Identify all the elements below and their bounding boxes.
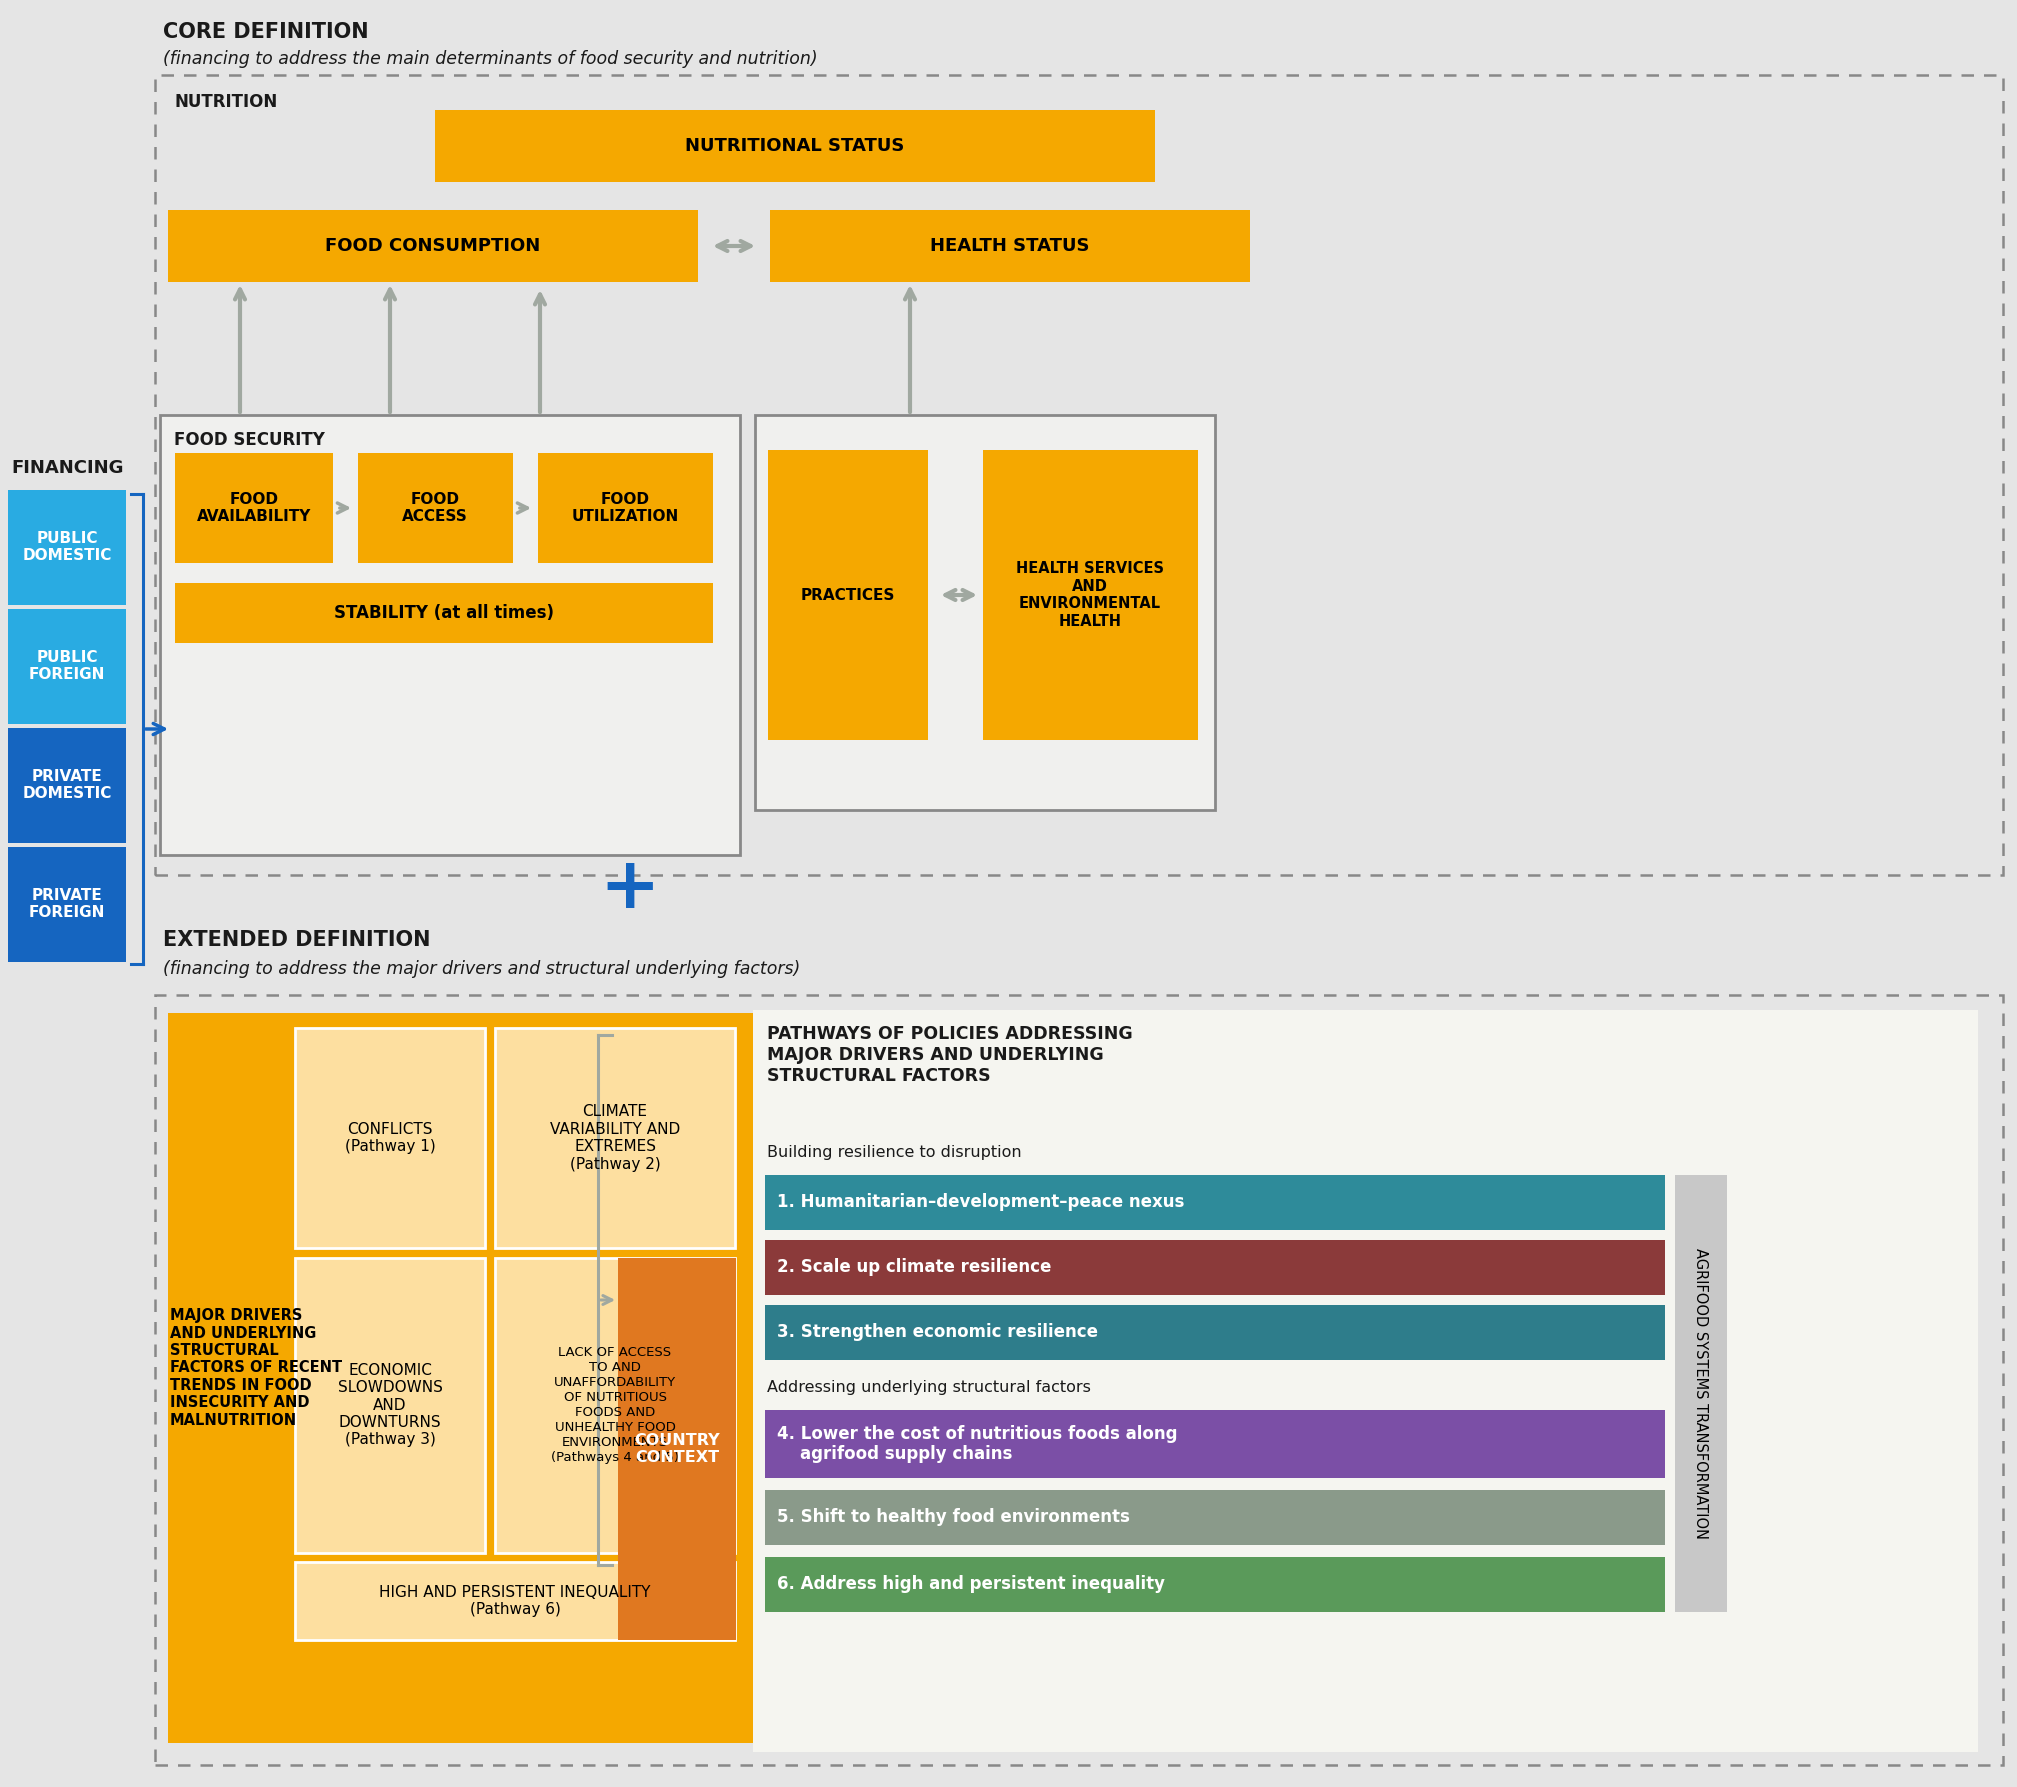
Text: Addressing underlying structural factors: Addressing underlying structural factors xyxy=(766,1380,1091,1396)
Bar xyxy=(175,583,712,643)
Text: FOOD
AVAILABILITY: FOOD AVAILABILITY xyxy=(198,491,311,524)
Text: COUNTRY
CONTEXT: COUNTRY CONTEXT xyxy=(633,1433,720,1465)
Text: FOOD SECURITY: FOOD SECURITY xyxy=(173,431,325,449)
Text: PRIVATE
FOREIGN: PRIVATE FOREIGN xyxy=(28,888,105,920)
Text: CONFLICTS
(Pathway 1): CONFLICTS (Pathway 1) xyxy=(345,1122,436,1154)
Text: NUTRITION: NUTRITION xyxy=(173,93,276,111)
Bar xyxy=(8,490,125,606)
Bar xyxy=(764,1176,1664,1229)
Text: 6. Address high and persistent inequality: 6. Address high and persistent inequalit… xyxy=(777,1574,1166,1592)
Bar xyxy=(764,1305,1664,1360)
Text: HEALTH STATUS: HEALTH STATUS xyxy=(930,238,1089,256)
Bar xyxy=(155,75,2003,876)
Text: PATHWAYS OF POLICIES ADDRESSING
MAJOR DRIVERS AND UNDERLYING
STRUCTURAL FACTORS: PATHWAYS OF POLICIES ADDRESSING MAJOR DR… xyxy=(766,1026,1134,1085)
Text: 1. Humanitarian–development–peace nexus: 1. Humanitarian–development–peace nexus xyxy=(777,1194,1184,1212)
Text: (financing to address the major drivers and structural underlying factors): (financing to address the major drivers … xyxy=(163,960,801,977)
Text: PRACTICES: PRACTICES xyxy=(801,588,896,602)
Bar xyxy=(754,415,1214,810)
Text: FOOD
ACCESS: FOOD ACCESS xyxy=(401,491,468,524)
Bar xyxy=(764,1556,1664,1612)
Bar xyxy=(159,415,740,854)
Text: CLIMATE
VARIABILITY AND
EXTREMES
(Pathway 2): CLIMATE VARIABILITY AND EXTREMES (Pathwa… xyxy=(551,1104,680,1172)
Text: EXTENDED DEFINITION: EXTENDED DEFINITION xyxy=(163,929,430,951)
Text: PUBLIC
DOMESTIC: PUBLIC DOMESTIC xyxy=(22,531,111,563)
Bar xyxy=(8,609,125,724)
Bar xyxy=(752,1010,1979,1751)
Text: 5. Shift to healthy food environments: 5. Shift to healthy food environments xyxy=(777,1508,1130,1526)
Text: FINANCING: FINANCING xyxy=(12,459,125,477)
Bar xyxy=(357,452,512,563)
Bar xyxy=(539,452,712,563)
Text: CORE DEFINITION: CORE DEFINITION xyxy=(163,21,369,43)
Text: 3. Strengthen economic resilience: 3. Strengthen economic resilience xyxy=(777,1322,1097,1340)
Text: HIGH AND PERSISTENT INEQUALITY
(Pathway 6): HIGH AND PERSISTENT INEQUALITY (Pathway … xyxy=(379,1585,651,1617)
Bar xyxy=(8,847,125,961)
Text: +: + xyxy=(599,854,660,922)
Text: FOOD CONSUMPTION: FOOD CONSUMPTION xyxy=(325,238,541,256)
Bar xyxy=(8,727,125,843)
Bar xyxy=(764,1410,1664,1478)
Bar xyxy=(764,1240,1664,1296)
Text: 4. Lower the cost of nutritious foods along
    agrifood supply chains: 4. Lower the cost of nutritious foods al… xyxy=(777,1424,1178,1464)
Bar xyxy=(155,995,2003,1766)
Bar xyxy=(294,1028,484,1247)
Bar xyxy=(768,450,928,740)
Bar xyxy=(294,1562,734,1640)
Text: STABILITY (at all times): STABILITY (at all times) xyxy=(335,604,555,622)
Text: LACK OF ACCESS
TO AND
UNAFFORDABILITY
OF NUTRITIOUS
FOODS AND
UNHEALTHY FOOD
ENV: LACK OF ACCESS TO AND UNAFFORDABILITY OF… xyxy=(551,1346,680,1464)
Bar xyxy=(167,211,698,282)
Text: PUBLIC
FOREIGN: PUBLIC FOREIGN xyxy=(28,650,105,683)
Bar xyxy=(982,450,1198,740)
Text: ECONOMIC
SLOWDOWNS
AND
DOWNTURNS
(Pathway 3): ECONOMIC SLOWDOWNS AND DOWNTURNS (Pathwa… xyxy=(337,1363,442,1447)
Text: HEALTH SERVICES
AND
ENVIRONMENTAL
HEALTH: HEALTH SERVICES AND ENVIRONMENTAL HEALTH xyxy=(1017,561,1164,629)
Bar xyxy=(764,1490,1664,1546)
Bar xyxy=(294,1258,484,1553)
Text: AGRIFOOD SYSTEMS TRANSFORMATION: AGRIFOOD SYSTEMS TRANSFORMATION xyxy=(1694,1247,1708,1539)
Bar xyxy=(494,1028,734,1247)
Text: PRIVATE
DOMESTIC: PRIVATE DOMESTIC xyxy=(22,768,111,801)
Bar xyxy=(617,1258,736,1640)
Text: FOOD
UTILIZATION: FOOD UTILIZATION xyxy=(571,491,678,524)
Text: NUTRITIONAL STATUS: NUTRITIONAL STATUS xyxy=(686,138,906,155)
Text: 2. Scale up climate resilience: 2. Scale up climate resilience xyxy=(777,1258,1051,1276)
Bar xyxy=(436,111,1156,182)
Bar xyxy=(494,1258,734,1553)
Text: MAJOR DRIVERS
AND UNDERLYING
STRUCTURAL
FACTORS OF RECENT
TRENDS IN FOOD
INSECUR: MAJOR DRIVERS AND UNDERLYING STRUCTURAL … xyxy=(169,1308,343,1428)
Bar xyxy=(175,452,333,563)
Bar xyxy=(1674,1176,1727,1612)
Bar xyxy=(167,1013,762,1742)
Text: (financing to address the main determinants of food security and nutrition): (financing to address the main determina… xyxy=(163,50,817,68)
Text: Building resilience to disruption: Building resilience to disruption xyxy=(766,1145,1023,1160)
Bar xyxy=(770,211,1251,282)
